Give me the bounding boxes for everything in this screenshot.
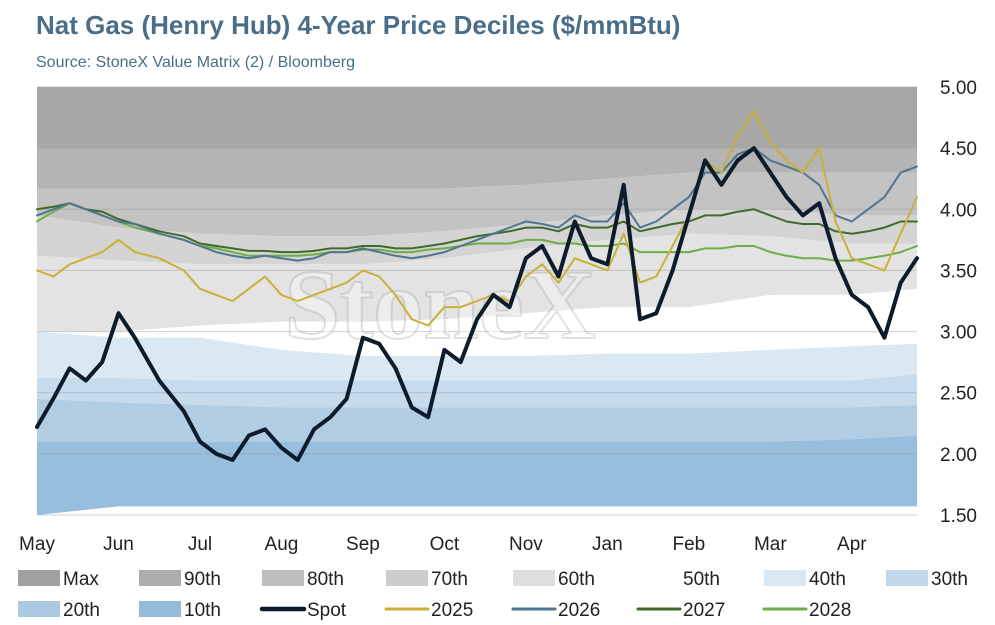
legend-item-60th: 60th bbox=[513, 569, 595, 590]
band-max bbox=[37, 87, 917, 149]
y-tick-label: 3.00 bbox=[940, 323, 977, 344]
legend-item-90th: 90th bbox=[139, 569, 221, 590]
y-tick-label: 4.50 bbox=[940, 139, 977, 160]
legend-swatch bbox=[262, 570, 304, 586]
legend-label: 40th bbox=[809, 569, 846, 590]
legend-swatch bbox=[18, 570, 60, 586]
legend-item-max: Max bbox=[18, 569, 99, 590]
legend-item-30th: 30th bbox=[886, 569, 968, 590]
legend-label: 2027 bbox=[683, 600, 725, 621]
y-tick-label: 2.00 bbox=[940, 445, 977, 466]
legend-swatch bbox=[139, 570, 181, 586]
legend-label: 30th bbox=[931, 569, 968, 590]
series-line-2027 bbox=[36, 202, 918, 254]
gridlines bbox=[37, 86, 917, 516]
band-10th bbox=[37, 435, 917, 515]
legend-label: 2026 bbox=[558, 600, 600, 621]
legend-item-10th: 10th bbox=[139, 600, 221, 621]
legend-label: 2025 bbox=[431, 600, 473, 621]
x-tick-label: Apr bbox=[837, 534, 867, 555]
band-40th bbox=[37, 331, 917, 381]
legend-label: Max bbox=[63, 569, 99, 590]
series-line-spot bbox=[35, 146, 919, 462]
watermark-text: StoneX bbox=[284, 249, 595, 360]
x-axis-ticks: May Jun Jul Aug Sep Oct Nov Jan Feb Mar Apr bbox=[19, 534, 867, 555]
x-tick-label: Feb bbox=[672, 534, 705, 555]
legend-item-50th: 50th bbox=[638, 569, 720, 590]
legend-item-40th: 40th bbox=[764, 569, 846, 590]
y-tick-label: 4.00 bbox=[940, 200, 977, 221]
y-tick-label: 2.50 bbox=[940, 384, 977, 405]
legend-label: 60th bbox=[558, 569, 595, 590]
x-tick-label: Jan bbox=[592, 534, 623, 555]
legend-label: 90th bbox=[184, 569, 221, 590]
legend-swatch bbox=[638, 570, 680, 586]
legend-item-2026: 2026 bbox=[511, 600, 600, 621]
legend-item-spot: Spot bbox=[259, 600, 347, 621]
x-tick-label: Jul bbox=[188, 534, 212, 555]
chart-title: Nat Gas (Henry Hub) 4-Year Price Deciles… bbox=[36, 10, 681, 40]
series-line-2025 bbox=[36, 110, 918, 327]
legend-label: 50th bbox=[683, 569, 720, 590]
x-tick-label: Mar bbox=[754, 534, 787, 555]
legend-label: 70th bbox=[431, 569, 468, 590]
band-30th bbox=[37, 374, 917, 408]
x-tick-label: Aug bbox=[265, 534, 299, 555]
legend-label: Spot bbox=[307, 600, 347, 621]
chart-subtitle: Source: StoneX Value Matrix (2) / Bloomb… bbox=[36, 54, 355, 71]
legend-swatch bbox=[18, 601, 60, 617]
y-axis-ticks: 1.50 2.00 2.50 3.00 3.50 4.00 4.50 5.00 bbox=[940, 78, 977, 527]
legend-item-70th: 70th bbox=[386, 569, 468, 590]
legend-label: 2028 bbox=[809, 600, 851, 621]
legend-item-2025: 2025 bbox=[384, 600, 473, 621]
series-lines bbox=[35, 110, 919, 462]
x-tick-label: May bbox=[19, 534, 55, 555]
y-tick-label: 1.50 bbox=[940, 506, 977, 527]
legend-label: 10th bbox=[184, 600, 221, 621]
legend-swatch bbox=[886, 570, 928, 586]
legend-item-2028: 2028 bbox=[762, 600, 851, 621]
legend-swatch bbox=[764, 570, 806, 586]
x-tick-label: Sep bbox=[346, 534, 380, 555]
legend-item-80th: 80th bbox=[262, 569, 344, 590]
x-tick-label: Nov bbox=[509, 534, 543, 555]
y-tick-label: 5.00 bbox=[940, 78, 977, 99]
legend-label: 80th bbox=[307, 569, 344, 590]
legend: Max 90th 80th 70th 60th 50th 40th 30th 20th 10th S… bbox=[18, 569, 968, 621]
series-line-2026 bbox=[36, 147, 918, 262]
band-90th bbox=[37, 148, 917, 189]
legend-item-20th: 20th bbox=[18, 600, 100, 621]
legend-label: 20th bbox=[63, 600, 100, 621]
legend-swatch bbox=[386, 570, 428, 586]
band-60th bbox=[37, 233, 917, 332]
x-tick-label: Oct bbox=[430, 534, 460, 555]
x-tick-label: Jun bbox=[103, 534, 134, 555]
legend-swatch bbox=[139, 601, 181, 617]
legend-swatch bbox=[513, 570, 555, 586]
legend-item-2027: 2027 bbox=[636, 600, 725, 621]
y-tick-label: 3.50 bbox=[940, 261, 977, 282]
